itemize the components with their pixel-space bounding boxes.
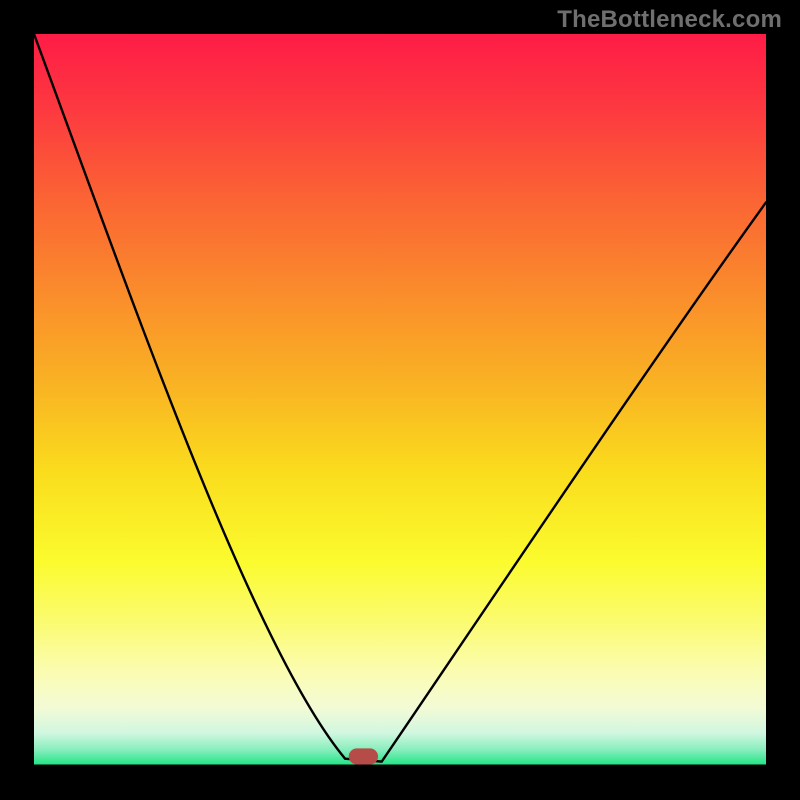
plot-area [34, 34, 766, 766]
chart-svg [34, 34, 766, 766]
watermark-text: TheBottleneck.com [557, 6, 782, 34]
gradient-background [34, 34, 766, 766]
optimum-marker [349, 748, 378, 764]
chart-frame: TheBottleneck.com [0, 0, 800, 800]
